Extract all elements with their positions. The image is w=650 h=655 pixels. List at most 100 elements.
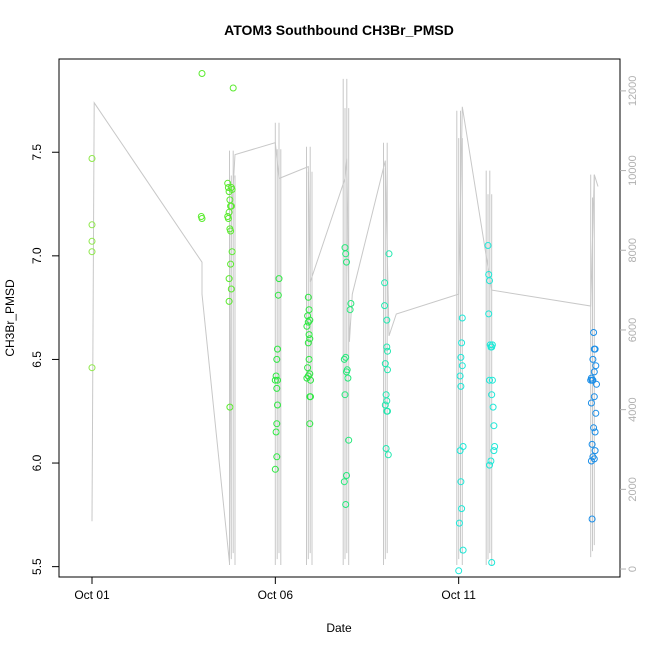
data-point — [304, 339, 312, 347]
data-point — [455, 567, 463, 575]
y-tick-label: 5.5 — [30, 558, 44, 575]
data-point — [457, 478, 465, 486]
data-point — [303, 374, 311, 382]
data-point — [341, 391, 349, 399]
data-point — [225, 275, 233, 283]
y2-tick-label: 12000 — [627, 76, 639, 107]
data-point — [273, 384, 281, 392]
data-point — [304, 318, 312, 326]
data-point — [273, 420, 281, 428]
data-point — [88, 221, 96, 229]
data-point — [384, 347, 391, 355]
data-point — [382, 445, 390, 452]
data-point — [198, 215, 206, 222]
data-point — [274, 345, 281, 353]
data-point — [88, 364, 96, 372]
data-point — [589, 376, 597, 384]
data-point — [591, 447, 599, 455]
data-point — [273, 355, 281, 363]
data-point — [490, 447, 498, 455]
data-point — [593, 380, 600, 388]
data-point — [305, 306, 313, 314]
data-point — [227, 260, 235, 268]
data-point — [384, 451, 392, 459]
x-tick-label: Oct 11 — [441, 588, 476, 602]
data-point — [381, 360, 389, 368]
y2-tick-label: 10000 — [627, 155, 639, 186]
data-point — [484, 242, 492, 249]
y2-axis: 0 2000 4000 6000 8000 10000 12000 — [620, 76, 639, 572]
data-point — [306, 335, 314, 343]
data-point — [590, 368, 598, 376]
data-point — [488, 341, 496, 349]
data-point — [307, 393, 314, 401]
data-point — [274, 401, 281, 409]
data-point — [486, 461, 493, 469]
data-point — [590, 329, 598, 336]
data-point — [342, 353, 350, 361]
data-point — [458, 362, 466, 370]
data-point — [458, 314, 466, 322]
data-point — [383, 343, 391, 351]
y-tick-label: 7.0 — [30, 247, 44, 264]
data-point — [457, 382, 465, 390]
data-point — [274, 376, 281, 384]
data-point — [342, 501, 350, 508]
data-point — [345, 436, 353, 444]
data-point — [459, 546, 467, 554]
data-point — [458, 505, 466, 513]
data-point — [225, 297, 233, 305]
data-point — [306, 316, 314, 324]
data-point — [307, 376, 314, 384]
data-point — [592, 409, 600, 417]
data-point — [198, 70, 206, 77]
y-axis: 5.5 6.0 6.5 7.0 7.5 — [30, 144, 59, 575]
y2-tick-label: 2000 — [627, 477, 639, 501]
data-point — [340, 355, 348, 363]
data-point — [456, 447, 464, 455]
data-point — [303, 322, 311, 330]
data-point — [588, 440, 596, 448]
data-point — [343, 366, 351, 374]
data-point — [342, 250, 350, 258]
data-point — [227, 227, 235, 235]
data-point — [592, 362, 600, 370]
data-point — [224, 184, 232, 191]
data-point — [343, 258, 350, 266]
data-point — [228, 248, 236, 256]
data-point — [488, 376, 496, 384]
data-point — [344, 374, 352, 382]
data-point — [227, 202, 235, 210]
data-point — [487, 457, 495, 465]
chart-title: ATOM3 Southbound CH3Br_PMSD — [224, 22, 454, 38]
data-point — [384, 366, 391, 374]
x-tick-label: Oct 01 — [74, 588, 110, 602]
data-point — [271, 465, 279, 473]
data-point — [591, 345, 599, 353]
data-point — [458, 339, 466, 347]
data-point — [88, 155, 96, 162]
data-point — [272, 372, 280, 380]
y-tick-label: 6.5 — [30, 351, 44, 368]
data-point — [346, 306, 354, 314]
data-point — [340, 478, 348, 486]
data-point — [381, 401, 389, 409]
y2-tick-label: 8000 — [627, 238, 639, 262]
secondary-series-line — [91, 101, 599, 564]
data-point — [306, 420, 314, 428]
data-point — [587, 399, 595, 407]
data-points-layer — [88, 70, 600, 575]
data-point — [488, 559, 496, 566]
y2-tick-label: 6000 — [627, 318, 639, 342]
data-point — [485, 310, 493, 318]
plot-frame — [58, 58, 621, 578]
data-point — [486, 376, 493, 384]
data-point — [590, 393, 598, 401]
data-point — [272, 428, 280, 436]
data-point — [271, 376, 279, 384]
data-point — [384, 407, 391, 415]
data-point — [227, 285, 235, 293]
data-point — [226, 403, 234, 411]
